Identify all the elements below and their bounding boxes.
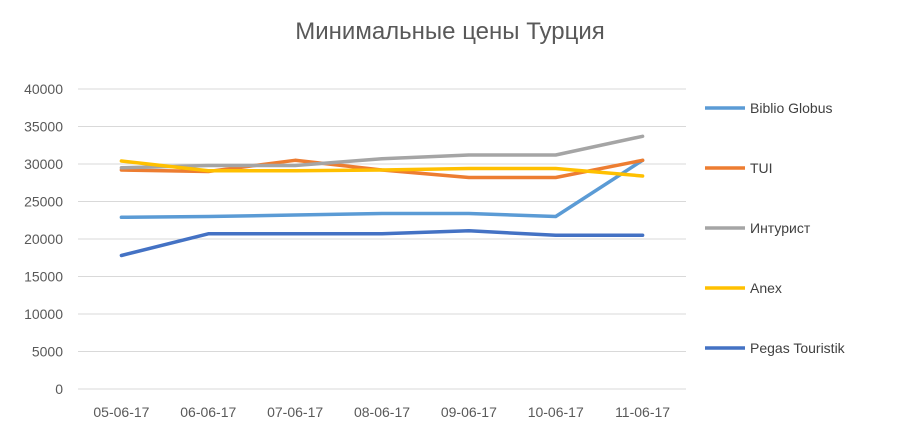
y-tick-label: 20000 [24,231,63,247]
x-tick-label: 06-06-17 [180,404,236,420]
legend-label: Anex [750,280,782,296]
y-tick-label: 25000 [24,194,63,210]
y-tick-label: 5000 [32,344,63,360]
series-line-anex [119,159,645,178]
y-tick-label: 40000 [24,81,63,97]
x-tick-label: 08-06-17 [354,404,410,420]
legend-label: Pegas Touristik [750,340,846,356]
x-tick-label: 05-06-17 [93,404,149,420]
series-line-интурист [119,134,645,170]
series-line-pegas-touristik [119,229,645,258]
y-tick-label: 0 [55,381,63,397]
legend-label: Biblio Globus [750,100,833,116]
series-line-biblio-globus [119,158,645,220]
y-tick-label: 10000 [24,306,63,322]
legend-label: Интурист [750,220,811,236]
y-tick-label: 30000 [24,156,63,172]
x-tick-label: 10-06-17 [528,404,584,420]
chart-title: Минимальные цены Турция [295,18,605,45]
legend-label: TUI [750,160,773,176]
y-tick-label: 35000 [24,119,63,135]
x-tick-label: 11-06-17 [615,404,670,420]
y-tick-label: 15000 [24,269,63,285]
x-tick-label: 07-06-17 [267,404,323,420]
x-tick-label: 09-06-17 [441,404,497,420]
